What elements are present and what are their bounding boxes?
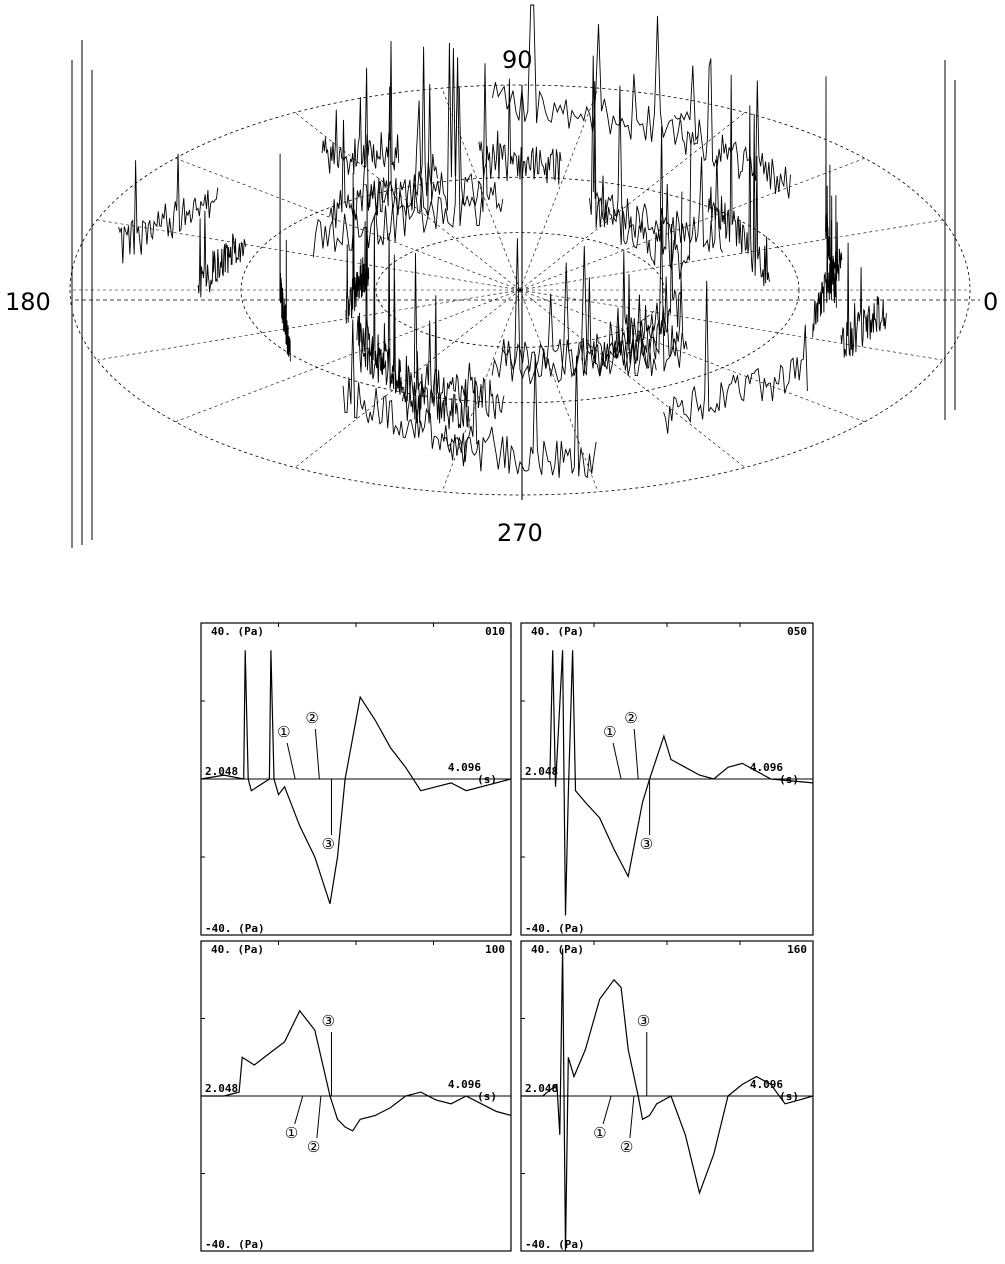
trace-line xyxy=(345,172,370,324)
marker-label: ① xyxy=(603,723,616,741)
x-unit-label: (s) xyxy=(477,773,497,786)
panel-id-label: 100 xyxy=(485,943,505,956)
reference-ellipse xyxy=(69,84,971,496)
trace-line xyxy=(608,191,683,360)
marker-arrow xyxy=(314,728,320,780)
radial-spoke xyxy=(519,88,599,291)
x-end-label: 4.096 xyxy=(750,761,783,774)
trace-line xyxy=(478,78,562,185)
angle-label-270: 270 xyxy=(497,519,543,547)
marker-arrow xyxy=(629,1095,635,1139)
waveform-panel-160: 40. (Pa) -40. (Pa) 160 2.048 4.096(s) ①② ③ xyxy=(520,940,814,1252)
marker-label: ② xyxy=(620,1138,633,1156)
radial-spoke xyxy=(519,289,599,492)
waveform-line xyxy=(521,650,814,916)
waveform-panel-010: 40. (Pa) -40. (Pa) 010 2.048 4.096(s) ①② ③ xyxy=(200,622,512,936)
trace-line xyxy=(491,4,700,145)
radial-spoke xyxy=(175,289,521,423)
angle-label-0: 0 xyxy=(983,288,998,316)
trace-line xyxy=(321,40,400,175)
trace-line xyxy=(197,210,247,298)
marker-arrow xyxy=(286,742,296,780)
panel-id-label: 160 xyxy=(787,943,807,956)
waveform-line xyxy=(201,1009,512,1132)
marker-label: ② xyxy=(305,709,318,727)
x-mid-label: 2.048 xyxy=(205,765,238,778)
trace-line xyxy=(825,76,837,308)
radial-spoke xyxy=(519,289,865,423)
waveform-panel-100: 40. (Pa) -40. (Pa) 100 2.048 4.096(s) ①② ③ xyxy=(200,940,512,1252)
marker-label: ② xyxy=(307,1138,320,1156)
marker-label: ① xyxy=(593,1124,606,1142)
trace-line xyxy=(329,46,438,229)
marker-label: ① xyxy=(285,1124,298,1142)
trace-line xyxy=(592,81,692,280)
trace-line xyxy=(588,55,723,253)
trace-line xyxy=(840,242,887,358)
marker-arrow xyxy=(612,742,622,780)
x-end-label: 4.096 xyxy=(448,761,481,774)
trace-line xyxy=(413,252,505,420)
x-mid-label: 2.048 xyxy=(205,1082,238,1095)
waveform-panel-050: 40. (Pa) -40. (Pa) 050 2.048 4.096(s) ①② ③ xyxy=(520,622,814,936)
angle-label-180: 180 xyxy=(5,288,51,316)
trace-line xyxy=(501,220,683,385)
trace-line xyxy=(358,230,424,411)
radial-spoke xyxy=(519,289,746,468)
marker-label: ② xyxy=(624,709,637,727)
panel-id-label: 050 xyxy=(787,625,807,638)
y-max-label: 40. (Pa) xyxy=(531,625,584,638)
radial-spoke xyxy=(97,289,521,361)
waveform-line xyxy=(200,650,512,904)
trace-line xyxy=(401,295,470,430)
trace-line xyxy=(673,58,791,199)
y-min-label: -40. (Pa) xyxy=(525,922,585,935)
trace-line xyxy=(279,153,291,362)
y-min-label: -40. (Pa) xyxy=(205,922,265,935)
x-end-label: 4.096 xyxy=(448,1078,481,1091)
marker-arrow xyxy=(633,728,639,780)
radial-spoke xyxy=(175,157,521,291)
y-max-label: 40. (Pa) xyxy=(531,943,584,956)
y-min-label: -40. (Pa) xyxy=(205,1238,265,1251)
y-max-label: 40. (Pa) xyxy=(211,943,264,956)
waveform-line xyxy=(521,948,814,1252)
marker-label: ③ xyxy=(640,835,653,853)
x-end-label: 4.096 xyxy=(750,1078,783,1091)
y-min-label: -40. (Pa) xyxy=(525,1238,585,1251)
x-unit-label: (s) xyxy=(779,773,799,786)
trace-line xyxy=(491,293,657,379)
angle-label-90: 90 xyxy=(502,46,533,74)
trace-line xyxy=(364,42,504,217)
trace-line xyxy=(443,354,597,479)
marker-label: ③ xyxy=(321,835,334,853)
panel-id-label: 010 xyxy=(485,625,505,638)
radial-spoke xyxy=(519,157,865,291)
radial-spoke xyxy=(97,219,521,291)
marker-arrow xyxy=(294,1095,304,1125)
x-mid-label: 2.048 xyxy=(525,1082,558,1095)
trace-line xyxy=(312,57,483,258)
x-mid-label: 2.048 xyxy=(525,765,558,778)
x-unit-label: (s) xyxy=(477,1090,497,1103)
trace-line xyxy=(581,276,688,376)
x-unit-label: (s) xyxy=(779,1090,799,1103)
y-max-label: 40. (Pa) xyxy=(211,625,264,638)
waterfall-3d-plot xyxy=(69,4,980,548)
marker-label: ① xyxy=(277,723,290,741)
marker-arrow xyxy=(602,1095,612,1125)
marker-label: ③ xyxy=(637,1012,650,1030)
angle-labels: 90 180 0 270 xyxy=(5,46,998,547)
trace-line xyxy=(663,280,808,434)
marker-label: ③ xyxy=(321,1012,334,1030)
marker-arrow xyxy=(316,1095,322,1139)
trace-line xyxy=(342,319,480,463)
trace-line xyxy=(118,153,219,264)
